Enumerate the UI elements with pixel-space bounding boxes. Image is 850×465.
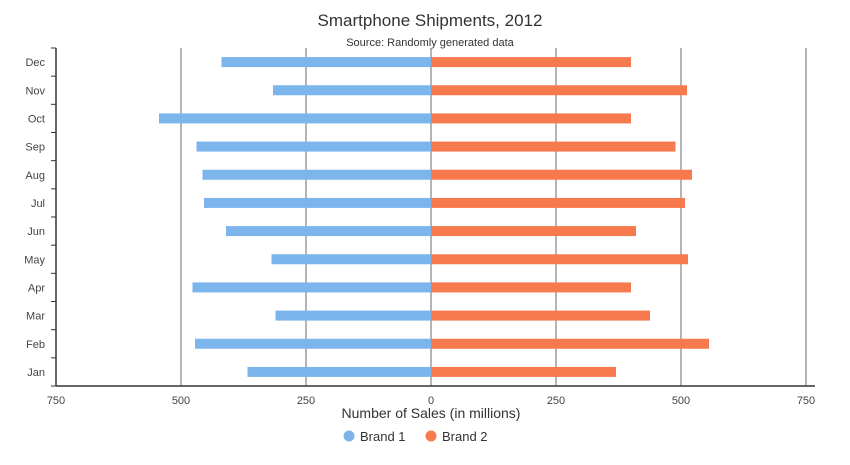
bar-2-may (431, 254, 688, 265)
x-tick-label: 750 (47, 395, 65, 407)
bar-1-aug (202, 169, 431, 180)
y-tick-label: Mar (26, 311, 45, 323)
y-tick-label: Apr (28, 282, 45, 294)
bar-1-sep (196, 141, 431, 152)
bar-2-nov (431, 85, 687, 96)
bar-2-jul (431, 197, 685, 208)
bar-2-dec (431, 57, 631, 68)
y-tick-label: Sep (25, 142, 45, 154)
y-tick-label: Jan (27, 367, 45, 379)
legend-marker-2 (425, 430, 437, 442)
legend-label-1: Brand 1 (360, 429, 406, 444)
bar-1-may (271, 254, 431, 265)
y-tick-label: Aug (25, 170, 45, 182)
bar-2-jun (431, 226, 636, 237)
y-tick-label: May (24, 254, 45, 266)
x-tick-label: 500 (172, 395, 190, 407)
bar-1-oct (159, 113, 431, 124)
x-tick-label: 500 (672, 395, 690, 407)
bar-1-jan (247, 366, 431, 377)
bar-1-jun (226, 226, 431, 237)
bar-1-mar (275, 310, 431, 321)
y-tick-label: Dec (25, 57, 45, 69)
bar-2-aug (431, 169, 692, 180)
y-tick-label: Jun (27, 226, 45, 238)
x-tick-label: 750 (797, 395, 815, 407)
bar-2-apr (431, 282, 631, 293)
x-tick-label: 250 (297, 395, 315, 407)
legend-label-2: Brand 2 (442, 429, 488, 444)
y-tick-label: Oct (28, 113, 45, 125)
bar-1-nov (273, 85, 431, 96)
bar-2-sep (431, 141, 676, 152)
bar-1-feb (195, 338, 431, 349)
legend: Brand 1 Brand 2 (343, 429, 488, 444)
bar-layer (159, 57, 709, 377)
y-tick-label: Feb (26, 339, 45, 351)
bar-1-dec (221, 57, 431, 68)
legend-marker-1 (343, 430, 355, 442)
bar-1-jul (204, 197, 431, 208)
y-tick-label: Nov (25, 85, 45, 97)
bar-2-oct (431, 113, 631, 124)
bar-2-mar (431, 310, 650, 321)
axis-layer: 750 500 250 0 250 500 750 Jan Feb Mar Apr May Jun Jul… (24, 47, 815, 407)
bar-2-jan (431, 366, 616, 377)
x-tick-label: 0 (428, 395, 434, 407)
grid-layer (55, 48, 807, 386)
chart-subtitle: Source: Randomly generated data (346, 37, 514, 49)
bar-2-feb (431, 338, 709, 349)
x-tick-label: 250 (547, 395, 565, 407)
bar-1-apr (192, 282, 431, 293)
chart-title: Smartphone Shipments, 2012 (318, 11, 543, 30)
y-tick-label: Jul (31, 198, 45, 210)
x-axis-title: Number of Sales (in millions) (342, 405, 521, 421)
